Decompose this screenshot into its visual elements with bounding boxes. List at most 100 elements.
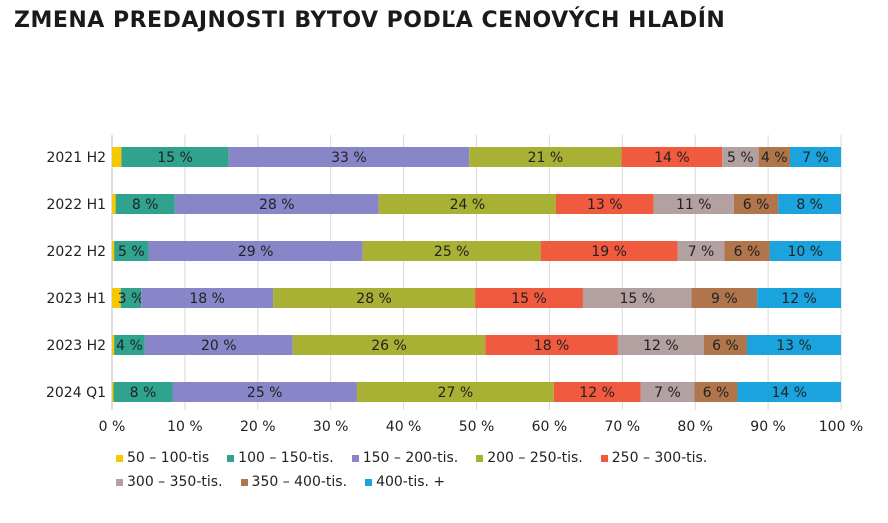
x-tick-label: 50 % bbox=[459, 419, 495, 435]
category-label: 2022 H1 bbox=[46, 197, 106, 213]
bar-segment bbox=[378, 194, 556, 214]
bar-segment bbox=[114, 335, 145, 355]
category-label: 2022 H2 bbox=[46, 244, 106, 260]
x-tick-label: 60 % bbox=[532, 419, 568, 435]
x-tick-label: 30 % bbox=[313, 419, 349, 435]
bar-segment bbox=[112, 241, 115, 261]
bar-segment bbox=[703, 335, 747, 355]
bar-segment bbox=[292, 335, 486, 355]
bar-segment bbox=[485, 335, 618, 355]
bar-segment bbox=[789, 147, 841, 167]
legend-item: 200 – 250-tis. bbox=[476, 450, 583, 466]
data-label: 6 % bbox=[703, 385, 730, 401]
legend-label: 350 – 400-tis. bbox=[251, 474, 348, 490]
bar-segment bbox=[737, 382, 841, 402]
x-tick-label: 10 % bbox=[167, 419, 203, 435]
x-tick-label: 100 % bbox=[819, 419, 863, 435]
bar-segment bbox=[617, 335, 704, 355]
x-tick-label: 70 % bbox=[605, 419, 641, 435]
data-label: 7 % bbox=[688, 244, 715, 260]
legend-label: 150 – 200-tis. bbox=[362, 450, 459, 466]
legend-swatch bbox=[476, 454, 484, 462]
legend-swatch bbox=[116, 478, 123, 486]
category-label: 2023 H2 bbox=[46, 338, 106, 354]
bar-segment bbox=[724, 241, 770, 261]
data-label: 14 % bbox=[771, 385, 807, 401]
data-label: 28 % bbox=[356, 291, 392, 307]
data-label: 7 % bbox=[802, 150, 829, 166]
legend-swatch bbox=[116, 454, 123, 462]
bar-segment bbox=[174, 194, 379, 214]
data-label: 4 % bbox=[761, 150, 788, 166]
data-label: 18 % bbox=[534, 338, 570, 354]
legend-swatch bbox=[351, 454, 359, 462]
legend-item: 250 – 300-tis. bbox=[600, 450, 708, 466]
data-label: 12 % bbox=[643, 338, 679, 354]
bar-segment bbox=[621, 147, 723, 167]
data-label: 26 % bbox=[371, 338, 407, 354]
bar-segment bbox=[778, 194, 841, 214]
bar-segment bbox=[141, 288, 274, 308]
data-label: 4 % bbox=[116, 338, 143, 354]
bar-segment bbox=[746, 335, 841, 355]
bar-segment bbox=[112, 194, 116, 214]
legend-label: 250 – 300-tis. bbox=[611, 450, 708, 466]
bar-segment bbox=[273, 288, 476, 308]
legend-item: 300 – 350-tis. bbox=[116, 474, 223, 490]
data-label: 15 % bbox=[619, 291, 655, 307]
bar-segment bbox=[113, 382, 173, 402]
data-label: 10 % bbox=[787, 244, 823, 260]
data-label: 15 % bbox=[157, 150, 193, 166]
x-tick-label: 0 % bbox=[99, 419, 126, 435]
data-label: 29 % bbox=[238, 244, 274, 260]
bar-segment bbox=[722, 147, 759, 167]
bar-segment bbox=[653, 194, 734, 214]
data-label: 33 % bbox=[331, 150, 367, 166]
data-label: 8 % bbox=[796, 197, 823, 213]
legend-item: 100 – 150-tis. bbox=[227, 450, 334, 466]
bar-segment bbox=[758, 147, 790, 167]
bar-segment bbox=[148, 241, 363, 261]
data-label: 27 % bbox=[438, 385, 474, 401]
bar-segment bbox=[640, 382, 695, 402]
data-label: 12 % bbox=[781, 291, 817, 307]
bar-segment bbox=[362, 241, 541, 261]
category-label: 2023 H1 bbox=[46, 291, 106, 307]
bar-segment bbox=[172, 382, 357, 402]
data-label: 8 % bbox=[132, 197, 159, 213]
data-label: 6 % bbox=[712, 338, 739, 354]
bar-segment bbox=[540, 241, 678, 261]
data-label: 25 % bbox=[247, 385, 283, 401]
data-label: 6 % bbox=[743, 197, 770, 213]
bar-segment bbox=[757, 288, 841, 308]
data-label: 24 % bbox=[450, 197, 486, 213]
data-label: 20 % bbox=[201, 338, 237, 354]
legend-swatch bbox=[227, 454, 235, 462]
bar-segment bbox=[475, 288, 583, 308]
bar-segment bbox=[228, 147, 470, 167]
bar-segment bbox=[582, 288, 692, 308]
legend-swatch bbox=[240, 478, 248, 486]
data-label: 12 % bbox=[579, 385, 615, 401]
legend-label: 200 – 250-tis. bbox=[487, 450, 583, 466]
data-label: 19 % bbox=[591, 244, 627, 260]
legend-item: 400-tis. + bbox=[365, 474, 445, 490]
bar-segment bbox=[356, 382, 554, 402]
bar-segment bbox=[677, 241, 725, 261]
bar-segment bbox=[691, 288, 758, 308]
bar-segment bbox=[733, 194, 779, 214]
bar-segment bbox=[112, 147, 122, 167]
data-label: 25 % bbox=[434, 244, 470, 260]
data-label: 21 % bbox=[528, 150, 564, 166]
legend-label: 100 – 150-tis. bbox=[238, 450, 334, 466]
category-label: 2021 H2 bbox=[46, 150, 106, 166]
data-label: 6 % bbox=[734, 244, 761, 260]
bar-segment bbox=[469, 147, 622, 167]
data-label: 7 % bbox=[654, 385, 681, 401]
legend-item: 350 – 400-tis. bbox=[240, 474, 348, 490]
data-label: 15 % bbox=[511, 291, 547, 307]
bar-segment bbox=[553, 382, 641, 402]
data-label: 5 % bbox=[727, 150, 754, 166]
bar-segment bbox=[144, 335, 293, 355]
bar-segment bbox=[555, 194, 654, 214]
